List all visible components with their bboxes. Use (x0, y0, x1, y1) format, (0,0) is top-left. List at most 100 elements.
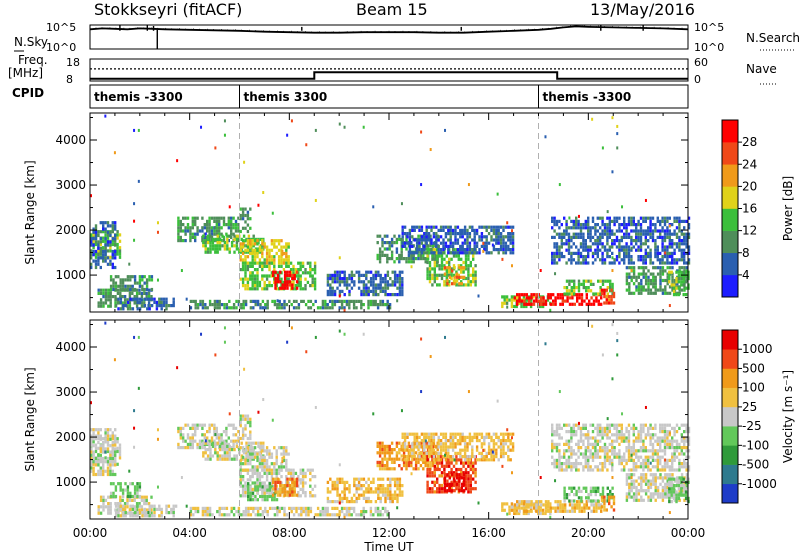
echo-cell (241, 427, 245, 431)
echo-cell (384, 277, 387, 281)
echo-cell (412, 457, 415, 461)
echo-cell (623, 232, 626, 236)
echo-cell (402, 257, 406, 261)
echo-cell (449, 225, 452, 229)
echo-cell (249, 498, 252, 502)
echo-cell (321, 306, 325, 310)
echo-cell (502, 228, 505, 232)
echo-cell (395, 454, 399, 458)
echo-cell (501, 301, 504, 305)
echo-cell (158, 514, 161, 518)
echo-cell (355, 496, 358, 500)
echo-cell (133, 238, 136, 242)
echo-cell (497, 225, 500, 229)
echo-cell (570, 239, 573, 243)
echo-cell (360, 303, 363, 307)
echo-cell (264, 506, 267, 510)
echo-cell (99, 249, 102, 254)
echo-cell (553, 251, 556, 255)
echo-cell (223, 119, 226, 123)
echo-cell (196, 506, 200, 510)
echo-cell (659, 266, 662, 270)
echo-cell (314, 198, 317, 202)
echo-cell (654, 285, 657, 289)
echo-cell (253, 255, 257, 259)
echo-cell (201, 226, 204, 230)
echo-cell (202, 441, 205, 445)
echo-cell (473, 251, 476, 255)
echo-cell (360, 273, 363, 277)
echo-cell (475, 228, 479, 232)
echo-cell (118, 449, 122, 454)
echo-cell (457, 254, 460, 258)
echo-cell (666, 278, 669, 283)
echo-cell (464, 254, 468, 258)
echo-cell (338, 477, 342, 481)
echo-cell (256, 491, 259, 495)
echo-cell (150, 278, 154, 282)
echo-cell (360, 477, 363, 481)
echo-cell (561, 299, 564, 303)
echo-cell (258, 264, 262, 268)
echo-cell (266, 494, 269, 499)
echo-cell (644, 258, 647, 262)
echo-cell (249, 513, 253, 517)
freq-label: Freq. (18, 53, 48, 67)
echo-cell (206, 506, 209, 510)
echo-cell (102, 249, 105, 254)
echo-cell (627, 216, 631, 220)
echo-cell (564, 299, 567, 303)
echo-cell (663, 219, 667, 223)
echo-cell (558, 245, 561, 249)
echo-cell (517, 301, 521, 305)
echo-cell (627, 235, 631, 239)
echo-cell (475, 241, 479, 245)
echo-cell (121, 278, 125, 282)
echo-cell (331, 303, 334, 307)
echo-cell (182, 216, 185, 220)
echo-cell (386, 444, 389, 448)
echo-cell (436, 254, 439, 258)
echo-cell (268, 258, 271, 262)
echo-cell (275, 498, 279, 502)
echo-cell (124, 304, 127, 308)
echo-cell (383, 253, 387, 257)
echo-cell (428, 280, 432, 284)
echo-cell (97, 434, 100, 438)
echo-cell (429, 148, 432, 152)
echo-cell (244, 506, 248, 510)
echo-cell (239, 468, 242, 472)
echo-cell (466, 248, 469, 252)
echo-cell (265, 261, 269, 265)
echo-cell (632, 272, 636, 276)
echo-cell (266, 488, 269, 492)
echo-cell (365, 273, 368, 277)
echo-cell (436, 461, 439, 465)
echo-cell (179, 226, 182, 230)
echo-cell (261, 498, 264, 502)
echo-cell (299, 274, 302, 278)
echo-cell (228, 454, 231, 458)
echo-cell (410, 241, 413, 245)
echo-cell (426, 248, 429, 252)
echo-cell (198, 442, 202, 446)
echo-cell (283, 513, 286, 517)
echo-cell (422, 460, 425, 464)
echo-cell (268, 452, 271, 456)
echo-cell (389, 277, 392, 281)
echo-cell (603, 226, 607, 230)
echo-cell (218, 223, 221, 227)
echo-cell (247, 234, 251, 238)
echo-cell (553, 258, 556, 262)
echo-cell (535, 293, 538, 297)
echo-cell (266, 303, 269, 307)
echo-cell (341, 490, 344, 494)
echo-cell (111, 437, 114, 441)
echo-cell (683, 235, 686, 239)
echo-cell (620, 258, 623, 262)
echo-cell (618, 255, 621, 259)
echo-cell (123, 505, 127, 509)
echo-cell (360, 299, 363, 303)
echo-cell (424, 454, 427, 458)
echo-cell (319, 510, 322, 514)
